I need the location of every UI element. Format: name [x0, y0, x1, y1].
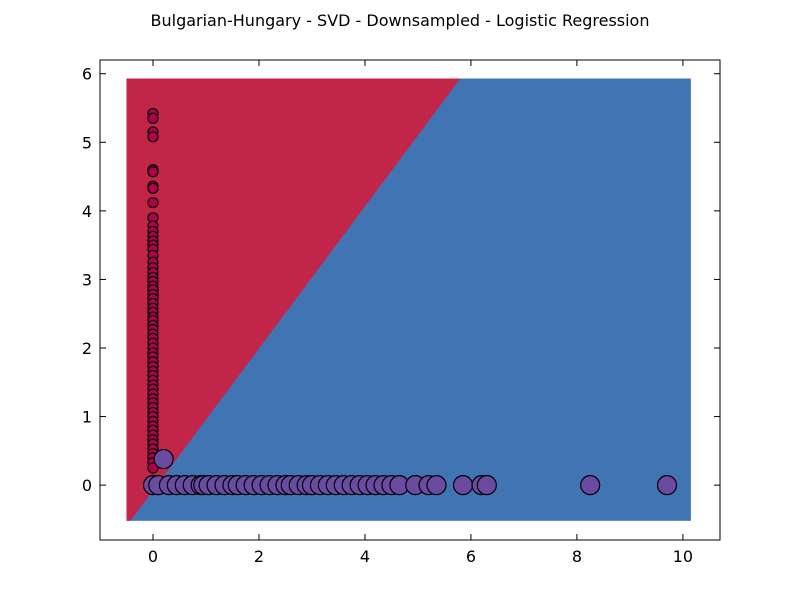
point-series-2	[452, 475, 474, 496]
x-tick-label: 10	[673, 547, 693, 566]
x-tick-label: 2	[254, 547, 264, 566]
point-series-1	[147, 197, 159, 209]
x-tick-label: 4	[360, 547, 370, 566]
x-tick-label: 8	[572, 547, 582, 566]
point-series-2	[153, 448, 174, 470]
data-points	[142, 107, 678, 496]
x-axis: 0 2 4 6 8 10	[148, 60, 693, 566]
y-tick-label: 4	[82, 202, 92, 221]
point-series-1	[147, 131, 159, 143]
y-tick-label: 6	[82, 65, 92, 84]
point-series-2	[426, 475, 447, 496]
y-tick-label: 3	[82, 270, 92, 289]
point-series-1	[147, 462, 159, 474]
y-axis: 0 1 2 3 4 5 6	[82, 65, 720, 495]
x-tick-label: 0	[148, 547, 158, 566]
point-series-1	[147, 182, 159, 194]
point-series-2	[476, 475, 497, 496]
point-series-1	[147, 166, 159, 178]
plot-frame	[99, 59, 721, 541]
point-series-2	[580, 475, 601, 496]
y-tick-label: 0	[82, 476, 92, 495]
decision-regions	[126, 78, 691, 521]
chart-title: Bulgarian-Hungary - SVD - Downsampled - …	[151, 11, 650, 30]
x-tick-label: 6	[466, 547, 476, 566]
y-tick-label: 2	[82, 339, 92, 358]
region-class-a	[126, 78, 461, 521]
y-tick-label: 1	[82, 408, 92, 427]
point-series-2	[656, 475, 678, 496]
point-series-1	[147, 112, 159, 124]
y-tick-label: 5	[82, 133, 92, 152]
